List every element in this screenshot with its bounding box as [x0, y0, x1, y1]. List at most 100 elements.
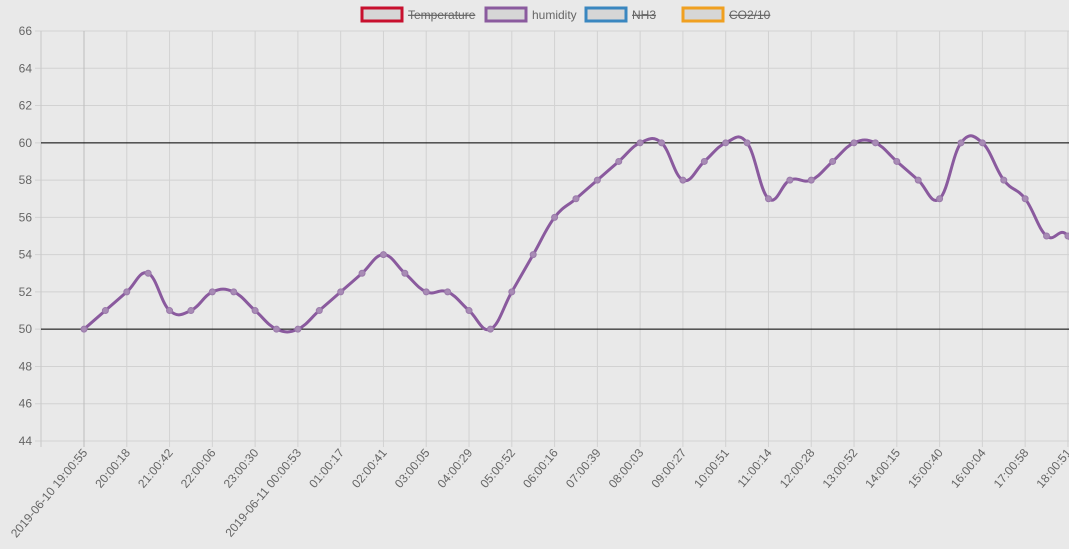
x-tick-label: 2019-06-10 19:00:55 — [8, 446, 91, 541]
data-point[interactable] — [337, 288, 345, 296]
data-point[interactable] — [529, 251, 537, 259]
legend-item-nh3[interactable]: NH3 — [584, 6, 656, 23]
y-axis: 66 64 62 60 58 56 54 52 50 48 46 44 — [19, 24, 33, 448]
series-line-humidity — [83, 134, 1069, 334]
x-tick-label: 23:00:30 — [221, 446, 262, 491]
legend-label: CO2/10 — [729, 8, 771, 22]
y-tick-label: 50 — [19, 322, 33, 336]
legend-swatch — [584, 6, 628, 23]
data-point[interactable] — [1000, 176, 1008, 184]
legend-swatch — [484, 6, 528, 23]
legend-swatch — [681, 6, 725, 23]
x-tick-label: 05:00:52 — [477, 446, 518, 491]
series-humidity — [80, 134, 1069, 334]
data-point[interactable] — [871, 139, 879, 147]
data-point[interactable] — [679, 176, 687, 184]
data-point[interactable] — [764, 195, 772, 203]
data-point[interactable] — [273, 325, 281, 333]
reference-lines — [41, 142, 1069, 330]
data-point[interactable] — [187, 307, 195, 315]
y-tick-label: 52 — [19, 285, 33, 299]
x-tick-label: 13:00:52 — [820, 446, 861, 491]
data-point[interactable] — [1064, 232, 1069, 240]
data-point[interactable] — [230, 288, 238, 296]
data-point[interactable] — [401, 269, 409, 277]
data-point[interactable] — [294, 325, 302, 333]
data-point[interactable] — [251, 307, 259, 315]
data-point[interactable] — [379, 251, 387, 259]
x-tick-label: 15:00:40 — [905, 446, 946, 491]
data-point[interactable] — [123, 288, 131, 296]
data-point[interactable] — [829, 157, 837, 165]
x-axis: 2019-06-10 19:00:55 20:00:18 21:00:42 22:00… — [8, 446, 1069, 541]
x-tick-label: 20:00:18 — [92, 446, 133, 491]
data-point[interactable] — [486, 325, 494, 333]
data-point[interactable] — [465, 307, 473, 315]
x-tick-label: 17:00:58 — [991, 446, 1032, 491]
x-tick-label: 07:00:39 — [563, 446, 604, 491]
x-tick-label: 2019-06-11 00:00:53 — [222, 446, 304, 540]
legend: Temperature humidity NH3 CO2/10 — [360, 6, 771, 23]
y-tick-label: 58 — [19, 173, 33, 187]
data-point[interactable] — [936, 195, 944, 203]
data-point[interactable] — [422, 288, 430, 296]
legend-item-humidity[interactable]: humidity — [484, 6, 577, 23]
x-tick-label: 21:00:42 — [135, 446, 176, 491]
x-tick-label: 03:00:05 — [392, 446, 433, 491]
data-point[interactable] — [850, 139, 858, 147]
legend-label: Temperature — [408, 8, 476, 22]
data-point[interactable] — [166, 307, 174, 315]
x-tick-label: 11:00:14 — [735, 446, 775, 490]
x-tick-label: 12:00:28 — [777, 446, 818, 491]
legend-item-temperature[interactable]: Temperature — [360, 6, 476, 23]
data-point[interactable] — [786, 176, 794, 184]
x-tick-label: 22:00:06 — [178, 446, 219, 491]
data-point[interactable] — [1043, 232, 1051, 240]
data-point[interactable] — [101, 307, 109, 315]
data-point[interactable] — [551, 213, 559, 221]
x-tick-label: 09:00:27 — [648, 446, 689, 491]
y-tick-label: 62 — [19, 99, 33, 113]
x-tick-label: 14:00:15 — [862, 446, 903, 491]
data-point[interactable] — [978, 139, 986, 147]
legend-item-co2-10[interactable]: CO2/10 — [681, 6, 771, 23]
y-tick-label: 54 — [19, 248, 33, 262]
data-point[interactable] — [615, 157, 623, 165]
y-tick-label: 64 — [19, 61, 33, 75]
data-point[interactable] — [658, 139, 666, 147]
legend-label: NH3 — [632, 8, 656, 22]
data-point[interactable] — [144, 269, 152, 277]
data-point[interactable] — [572, 195, 580, 203]
data-point[interactable] — [593, 176, 601, 184]
x-tick-label: 02:00:41 — [349, 446, 390, 491]
x-tick-label: 08:00:03 — [606, 446, 647, 491]
data-point[interactable] — [358, 269, 366, 277]
data-point[interactable] — [893, 157, 901, 165]
x-tick-label: 18:00:51 — [1033, 446, 1069, 491]
data-point[interactable] — [444, 288, 452, 296]
x-tick-label: 04:00:29 — [435, 446, 476, 491]
data-point[interactable] — [636, 139, 644, 147]
data-point[interactable] — [80, 325, 88, 333]
data-point[interactable] — [722, 139, 730, 147]
x-tick-label: 16:00:04 — [948, 446, 989, 491]
x-tick-label: 06:00:16 — [520, 446, 561, 491]
data-point[interactable] — [914, 176, 922, 184]
data-point[interactable] — [208, 288, 216, 296]
grid-lines — [35, 30, 1069, 447]
y-tick-label: 60 — [19, 136, 33, 150]
data-point[interactable] — [957, 139, 965, 147]
data-point[interactable] — [315, 307, 323, 315]
y-tick-label: 66 — [19, 24, 33, 38]
data-point[interactable] — [807, 176, 815, 184]
y-tick-label: 56 — [19, 210, 33, 224]
data-point[interactable] — [743, 139, 751, 147]
x-tick-label: 10:00:51 — [691, 446, 732, 491]
data-point[interactable] — [1021, 195, 1029, 203]
y-tick-label: 48 — [19, 359, 33, 373]
legend-label: humidity — [532, 8, 577, 22]
y-tick-label: 46 — [19, 397, 33, 411]
data-point[interactable] — [700, 157, 708, 165]
data-point[interactable] — [508, 288, 516, 296]
